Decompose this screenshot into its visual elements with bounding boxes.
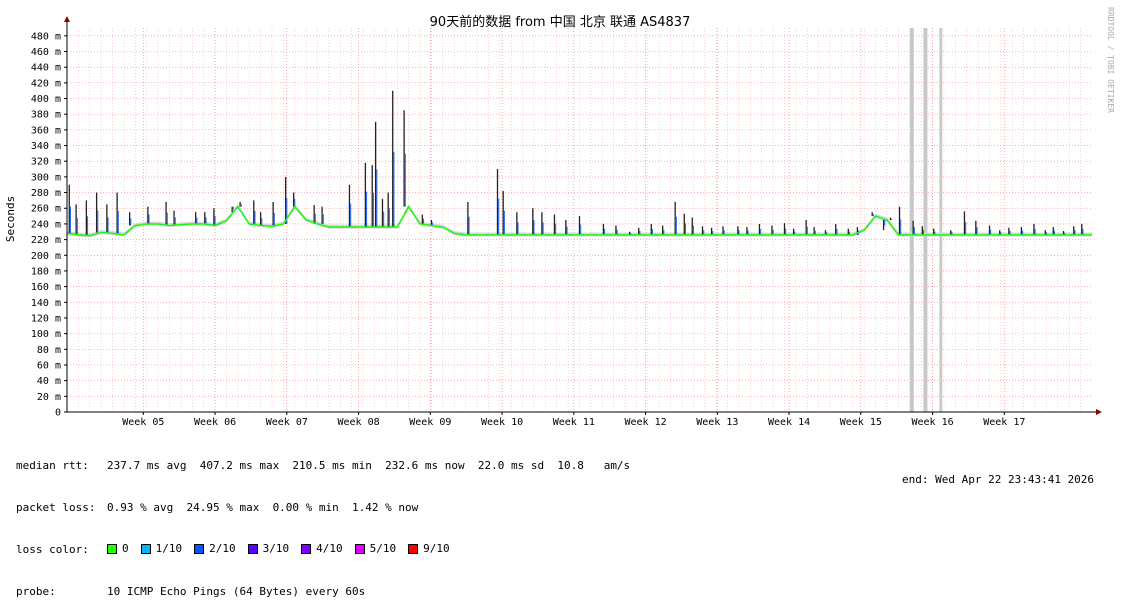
- y-tick-label: 280 m: [31, 188, 61, 199]
- loss-bars: [909, 28, 943, 412]
- loss-color-label: loss color:: [16, 543, 89, 556]
- x-tick-label: Week 09: [409, 417, 451, 428]
- y-tick-label: 340 m: [31, 141, 61, 152]
- x-ticks: Week 05 Week 06 Week 07 Week 08 Week 09 Week …: [122, 412, 1025, 428]
- y-tick-label: 360 m: [31, 125, 61, 136]
- loss-color-swatch: [140, 544, 151, 554]
- stats-panel: median rtt: 237.7 ms avg 407.2 ms max 210…: [16, 431, 630, 613]
- y-tick-label: 140 m: [31, 298, 61, 309]
- x-tick-label: Week 16: [911, 417, 953, 428]
- y-tick-label: 220 m: [31, 235, 61, 246]
- loss-color-swatch: [107, 544, 117, 554]
- loss-color-swatch: [354, 544, 365, 554]
- packet-loss-values: 0.93 % avg 24.95 % max 0.00 % min 1.42 %…: [107, 501, 419, 514]
- loss-color-row: loss color: 0 1/10 2/10 3/10 4/10 5/10 9/10: [16, 542, 630, 558]
- loss-color-item: 2/10: [194, 542, 236, 556]
- y-axis-label: Seconds: [4, 196, 17, 242]
- y-tick-label: 80 m: [37, 345, 61, 356]
- loss-color-label-text: 3/10: [262, 542, 290, 555]
- packet-loss-row: packet loss: 0.93 % avg 24.95 % max 0.00 …: [16, 501, 630, 515]
- y-tick-label: 60 m: [37, 360, 61, 371]
- loss-bar: [909, 28, 914, 412]
- loss-bar: [923, 28, 928, 412]
- x-tick-label: Week 12: [624, 417, 666, 428]
- loss-color-item: 9/10: [408, 542, 450, 556]
- x-tick-label: Week 05: [122, 417, 164, 428]
- x-tick-label: Week 10: [481, 417, 523, 428]
- y-tick-label: 480 m: [31, 31, 61, 42]
- loss-color-swatch: [194, 544, 205, 554]
- chart-title: 90天前的数据 from 中国 北京 联通 AS4837: [430, 14, 691, 30]
- y-tick-label: 100 m: [31, 329, 61, 340]
- axes: [64, 16, 1102, 415]
- y-tick-label: 160 m: [31, 282, 61, 293]
- median-line-loss: [66, 206, 1092, 237]
- x-tick-label: Week 17: [983, 417, 1025, 428]
- packet-loss-label: packet loss:: [16, 501, 96, 514]
- y-tick-label: 40 m: [37, 376, 61, 387]
- x-tick-label: Week 07: [266, 417, 308, 428]
- loss-color-item: 5/10: [354, 542, 397, 556]
- y-tick-label: 240 m: [31, 219, 61, 230]
- loss-color-swatch: [247, 544, 258, 554]
- y-tick-label: 320 m: [31, 157, 61, 168]
- y-tick-label: 300 m: [31, 172, 61, 183]
- x-tick-label: Week 15: [840, 417, 882, 428]
- y-axis-arrow: [64, 16, 70, 22]
- y-tick-label: 180 m: [31, 266, 61, 277]
- loss-bar: [939, 28, 943, 412]
- loss-color-swatch: [301, 544, 312, 554]
- smokeping-chart: 90天前的数据 from 中国 北京 联通 AS4837 Seconds RRD…: [4, 7, 1115, 428]
- median-rtt-label: median rtt:: [16, 459, 89, 472]
- y-tick-label: 20 m: [37, 392, 61, 403]
- loss-color-item: 1/10: [140, 542, 183, 556]
- loss-color-legend: 0 1/10 2/10 3/10 4/10 5/10 9/10: [107, 542, 462, 558]
- y-ticks: 0 20 m 40 m 60 m 80 m 100 m 120 m 140 m 160 m 180…: [31, 31, 67, 419]
- probe-value: 10 ICMP Echo Pings (64 Bytes) every 60s: [107, 585, 366, 598]
- y-tick-label: 200 m: [31, 251, 61, 262]
- y-tick-label: 0: [55, 408, 61, 419]
- median-rtt-values: 237.7 ms avg 407.2 ms max 210.5 ms min 2…: [107, 459, 631, 472]
- loss-color-label-text: 0: [122, 542, 129, 555]
- y-tick-label: 440 m: [31, 63, 61, 74]
- x-tick-label: Week 11: [553, 417, 595, 428]
- probe-label: probe:: [16, 585, 56, 598]
- y-tick-label: 400 m: [31, 94, 61, 105]
- loss-color-label-text: 9/10: [423, 542, 450, 555]
- x-tick-label: Week 08: [337, 417, 379, 428]
- loss-color-item: 3/10: [247, 542, 290, 556]
- rrdtool-credit: RRDTOOL / TOBI OETIKER: [1106, 7, 1115, 113]
- y-tick-label: 260 m: [31, 204, 61, 215]
- loss-color-label-text: 5/10: [369, 542, 397, 555]
- loss-color-item: 4/10: [301, 542, 343, 556]
- loss-color-swatch: [408, 544, 419, 554]
- y-tick-label: 460 m: [31, 47, 61, 58]
- loss-color-label-text: 1/10: [155, 542, 183, 555]
- y-tick-label: 120 m: [31, 313, 61, 324]
- median-series: [66, 90, 1092, 237]
- probe-row: probe: 10 ICMP Echo Pings (64 Bytes) ever…: [16, 585, 630, 599]
- x-tick-label: Week 14: [768, 417, 810, 428]
- loss-color-label-text: 4/10: [316, 542, 343, 555]
- y-tick-label: 420 m: [31, 78, 61, 89]
- median-rtt-row: median rtt: 237.7 ms avg 407.2 ms max 210…: [16, 459, 630, 473]
- x-tick-label: Week 06: [194, 417, 236, 428]
- end-timestamp: end: Wed Apr 22 23:43:41 2026: [902, 473, 1095, 486]
- loss-color-item: 0: [107, 542, 129, 556]
- y-tick-label: 380 m: [31, 110, 61, 121]
- x-tick-label: Week 13: [696, 417, 738, 428]
- x-axis-arrow: [1096, 409, 1102, 415]
- loss-color-label-text: 2/10: [209, 542, 236, 555]
